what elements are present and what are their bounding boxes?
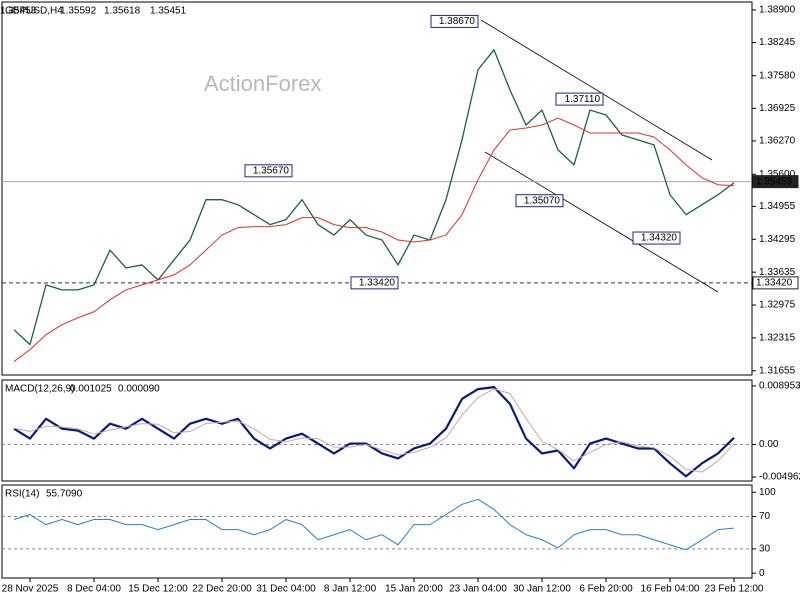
y-tick-label: 1.31655 (759, 365, 796, 376)
readout-value: 55.7090 (46, 489, 83, 500)
x-tick-label: 30 Jan 12:00 (513, 584, 571, 595)
price-level-label: 1.33420 (756, 278, 793, 289)
y-tick-label: 0 (759, 568, 765, 579)
y-tick-label: 1.38900 (759, 5, 796, 16)
x-tick-label: 8 Dec 04:00 (67, 584, 121, 595)
panel-frame (1, 379, 753, 482)
y-tick-label: 1.33635 (759, 267, 796, 278)
readout-value: 1.35618 (104, 6, 141, 17)
x-tick-label: 28 Nov 2025 (2, 584, 59, 595)
annotation-box (515, 194, 564, 208)
x-tick-label: 23 Feb 12:00 (705, 584, 764, 595)
watermark: ActionForex (204, 71, 321, 96)
price-level-box (752, 276, 799, 290)
x-tick-label: 23 Jan 04:00 (449, 584, 507, 595)
panel-frame (1, 1, 753, 376)
panel-title: RSI(14) (5, 489, 39, 500)
series-line (13, 388, 735, 473)
readout-value: 1.35453 (0, 6, 37, 17)
x-tick-label: 15 Dec 12:00 (128, 584, 188, 595)
x-tick-label: 31 Dec 04:00 (256, 584, 316, 595)
price-level-label: 1.35453 (756, 176, 793, 187)
x-tick-label: 22 Dec 20:00 (192, 584, 252, 595)
y-tick-label: 100 (759, 487, 776, 498)
annotation-label: 1.38670 (439, 16, 476, 27)
y-tick-label: 1.36270 (759, 136, 796, 147)
trend-line (484, 151, 719, 293)
panel-frame (1, 484, 753, 579)
annotation-box (350, 276, 399, 290)
y-tick-label: 0.008953 (759, 381, 800, 392)
y-tick-label: 70 (759, 511, 771, 522)
panel-title: GBPUSD,H4 (5, 6, 63, 17)
y-tick-label: 30 (759, 544, 771, 555)
annotation-label: 1.35070 (524, 195, 561, 206)
y-tick-label: 1.34955 (759, 201, 796, 212)
readout-value: 0.000090 (118, 384, 160, 395)
y-tick-label: 1.34295 (759, 234, 796, 245)
y-tick-label: 1.37580 (759, 70, 796, 81)
annotation-box (632, 231, 681, 245)
x-tick-label: 6 Feb 20:00 (579, 584, 633, 595)
y-tick-label: 0.00 (759, 439, 779, 450)
y-tick-label: 1.32315 (759, 333, 796, 344)
readout-value: 1.35451 (150, 6, 187, 17)
x-tick-label: 16 Feb 04:00 (641, 584, 700, 595)
annotation-label: 1.35670 (253, 165, 290, 176)
trend-line (480, 19, 713, 161)
series-line (13, 386, 735, 478)
panel-title: MACD(12,26,9) (5, 384, 74, 395)
y-tick-label: 1.38245 (759, 37, 796, 48)
series-line (13, 117, 735, 362)
series-line (13, 498, 735, 551)
series-line (13, 49, 735, 346)
y-tick-label: 1.36925 (759, 103, 796, 114)
readout-value: 1.35592 (60, 6, 97, 17)
x-tick-label: 8 Jan 12:00 (324, 584, 377, 595)
x-tick-label: 15 Jan 20:00 (385, 584, 443, 595)
readout-value: 0.001025 (70, 384, 112, 395)
annotation-label: 1.33420 (359, 278, 396, 289)
price-level-box (752, 175, 799, 189)
annotation-box (555, 92, 604, 106)
annotation-box (244, 164, 293, 178)
annotation-box (430, 14, 479, 28)
y-tick-label: 1.35600 (759, 169, 796, 180)
annotation-label: 1.34320 (641, 233, 678, 244)
y-tick-label: 1.32975 (759, 300, 796, 311)
y-tick-label: -0.004962 (759, 472, 800, 483)
annotation-label: 1.37110 (565, 94, 601, 105)
